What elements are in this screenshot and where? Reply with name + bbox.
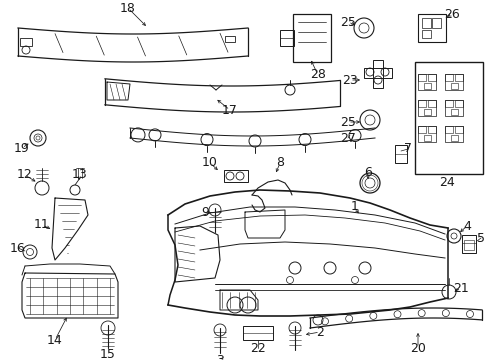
Bar	[417, 100, 425, 107]
Bar	[454, 100, 462, 107]
Bar	[427, 100, 435, 107]
Text: 20: 20	[409, 342, 425, 355]
Text: 15: 15	[100, 348, 116, 360]
Bar	[454, 74, 462, 81]
Text: 2: 2	[315, 325, 323, 338]
Text: 21: 21	[452, 282, 468, 294]
Bar	[450, 109, 457, 115]
Bar	[421, 30, 430, 38]
Text: 26: 26	[443, 8, 459, 21]
Text: 13: 13	[72, 168, 88, 181]
Bar	[224, 170, 247, 182]
Bar	[224, 36, 235, 42]
Text: 5: 5	[476, 231, 484, 244]
Text: 4: 4	[462, 220, 470, 233]
Text: 11: 11	[34, 219, 50, 231]
Bar	[363, 68, 391, 78]
Text: 17: 17	[222, 104, 238, 117]
Bar	[417, 126, 435, 142]
Bar	[444, 126, 452, 133]
Bar	[427, 126, 435, 133]
Bar	[417, 74, 435, 90]
Bar	[394, 145, 406, 163]
Text: 8: 8	[275, 157, 284, 170]
Text: 27: 27	[339, 131, 355, 144]
Bar	[444, 74, 462, 90]
Bar	[444, 100, 452, 107]
Bar	[417, 126, 425, 133]
Bar	[292, 14, 330, 62]
Bar	[421, 18, 430, 28]
Text: 25: 25	[339, 116, 355, 129]
Bar	[20, 38, 32, 46]
Text: 18: 18	[120, 1, 136, 14]
Bar	[243, 326, 272, 340]
Text: 1: 1	[350, 201, 358, 213]
Text: 9: 9	[201, 206, 208, 219]
Text: 28: 28	[309, 68, 325, 81]
Bar	[423, 109, 430, 115]
Bar	[372, 60, 382, 88]
Bar	[417, 100, 435, 116]
Bar	[427, 74, 435, 81]
Bar	[414, 62, 482, 174]
Bar	[431, 18, 440, 28]
Text: 12: 12	[17, 168, 33, 181]
Text: 3: 3	[216, 354, 224, 360]
Text: 23: 23	[342, 73, 357, 86]
Text: 22: 22	[250, 342, 265, 355]
Bar	[454, 126, 462, 133]
Text: 6: 6	[364, 166, 371, 179]
Text: 14: 14	[47, 333, 63, 346]
Bar	[417, 14, 445, 42]
Text: 25: 25	[339, 15, 355, 28]
Text: 24: 24	[438, 175, 454, 189]
Text: 16: 16	[10, 242, 26, 255]
Text: 19: 19	[14, 141, 30, 154]
Bar	[444, 100, 462, 116]
Bar	[417, 74, 425, 81]
Bar	[444, 126, 462, 142]
Bar	[423, 135, 430, 141]
Bar	[444, 74, 452, 81]
Bar	[450, 83, 457, 89]
Bar	[280, 30, 293, 46]
Bar	[450, 135, 457, 141]
Bar	[463, 240, 473, 250]
Bar	[423, 83, 430, 89]
Text: 10: 10	[202, 157, 218, 170]
Bar	[461, 235, 475, 253]
Text: 7: 7	[403, 143, 411, 156]
